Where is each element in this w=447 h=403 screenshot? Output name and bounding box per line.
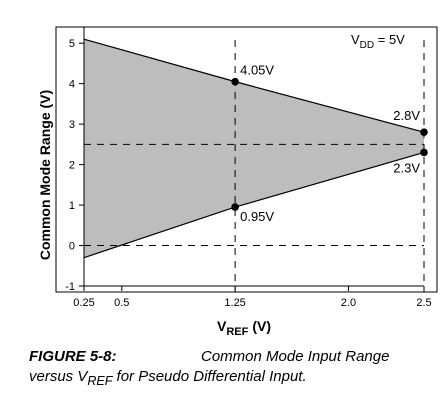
y-tick-label: 1 <box>69 200 75 212</box>
x-tick-label: 0.5 <box>114 297 129 309</box>
x-axis-title: VREF (V) <box>217 318 271 338</box>
x-axis-ticks: 0.25 0.5 1.25 2.0 2.5 <box>73 286 432 309</box>
data-point-label: 2.8V <box>393 108 420 123</box>
caption-line-2: versus VREF for Pseudo Differential Inpu… <box>29 368 307 388</box>
vdd-condition-label: VDD = 5V <box>351 32 405 51</box>
x-tick-label: 0.25 <box>73 297 94 309</box>
y-tick-label: 2 <box>69 160 75 172</box>
chart: -1 0 1 2 3 4 5 0.25 0.5 1.25 2.0 2.5 4.05V 0.95V 2.8… <box>37 26 438 338</box>
data-point-marker <box>231 203 239 211</box>
x-tick-label: 2.0 <box>341 297 356 309</box>
y-tick-label: -1 <box>65 281 75 293</box>
caption-line-1: FIGURE 5-8: Common Mode Input Range <box>29 347 445 367</box>
y-axis-ticks: -1 0 1 2 3 4 5 <box>65 38 84 293</box>
data-point-label: 4.05V <box>240 63 274 78</box>
y-axis-title: Common Mode Range (V) <box>37 90 53 260</box>
data-point-marker <box>231 77 239 86</box>
common-mode-range-area <box>84 39 424 258</box>
data-points: 4.05V 0.95V 2.8V 2.3V <box>231 63 428 224</box>
y-tick-label: 0 <box>69 241 75 253</box>
y-tick-label: 5 <box>69 38 75 50</box>
x-tick-label: 2.5 <box>416 297 431 309</box>
y-tick-label: 3 <box>69 119 75 131</box>
caption-title: Common Mode Input Range <box>201 348 390 365</box>
y-tick-label: 4 <box>69 79 75 91</box>
data-point-marker <box>420 128 428 137</box>
figure-caption: FIGURE 5-8: Common Mode Input Range versu… <box>29 347 445 391</box>
x-tick-label: 1.25 <box>224 297 245 309</box>
data-point-marker <box>420 148 428 157</box>
figure-label: FIGURE 5-8: <box>29 348 117 365</box>
data-point-label: 2.3V <box>393 160 420 175</box>
data-point-label: 0.95V <box>240 209 274 224</box>
